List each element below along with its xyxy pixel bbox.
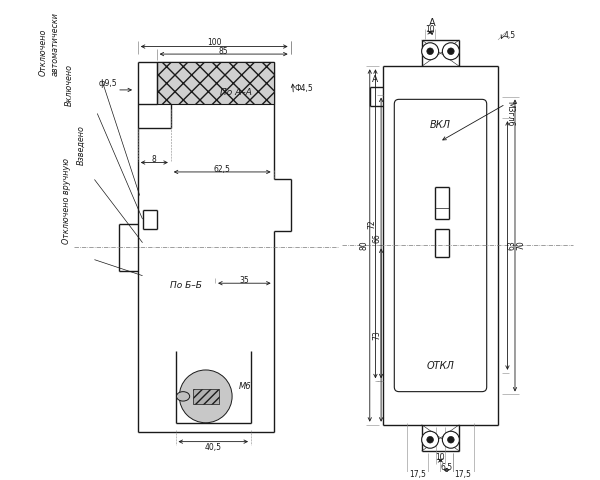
Text: 8: 8 — [152, 155, 157, 164]
Text: 35: 35 — [239, 276, 249, 285]
Text: М3гл6: М3гл6 — [505, 101, 514, 126]
Text: ОТКЛ: ОТКЛ — [427, 361, 454, 371]
Text: 85: 85 — [219, 47, 229, 56]
Text: 63: 63 — [508, 240, 517, 251]
Text: ф9,5: ф9,5 — [98, 79, 117, 88]
Text: А: А — [428, 18, 436, 28]
Text: 70: 70 — [516, 240, 525, 251]
Bar — [193, 389, 219, 404]
Text: М6: М6 — [239, 382, 251, 391]
Text: 17,5: 17,5 — [409, 470, 427, 479]
Circle shape — [427, 436, 433, 443]
Ellipse shape — [176, 392, 190, 401]
Text: Взведено: Взведено — [77, 125, 86, 165]
Text: 72: 72 — [367, 219, 376, 228]
Text: Отключено: Отключено — [39, 28, 48, 76]
Bar — [157, 61, 274, 104]
Circle shape — [179, 370, 232, 423]
Text: ВКЛ: ВКЛ — [430, 120, 451, 130]
Circle shape — [448, 48, 454, 55]
Text: 4,5: 4,5 — [503, 31, 516, 40]
Text: 10: 10 — [425, 25, 435, 34]
Circle shape — [442, 431, 460, 448]
Circle shape — [448, 436, 454, 443]
Text: Отключено вручную: Отключено вручную — [62, 157, 71, 244]
Text: 10: 10 — [436, 453, 445, 462]
Text: По А–А: По А–А — [220, 88, 252, 96]
Text: автоматически: автоматически — [50, 12, 59, 76]
Text: Включено: Включено — [64, 64, 73, 106]
Text: 6,5: 6,5 — [440, 463, 452, 471]
Text: Ф4,5: Ф4,5 — [295, 84, 313, 93]
Text: 66: 66 — [373, 233, 382, 243]
Text: 17,5: 17,5 — [455, 470, 472, 479]
Text: 80: 80 — [359, 240, 368, 250]
Text: 40,5: 40,5 — [205, 443, 222, 452]
Circle shape — [422, 43, 439, 60]
Text: 100: 100 — [207, 38, 221, 47]
Text: 62,5: 62,5 — [214, 165, 230, 174]
Circle shape — [442, 43, 460, 60]
Text: По Б–Б: По Б–Б — [170, 281, 202, 290]
FancyBboxPatch shape — [394, 99, 487, 392]
Circle shape — [427, 48, 433, 55]
Text: А: А — [373, 75, 379, 84]
Text: 73: 73 — [373, 330, 382, 340]
Circle shape — [422, 431, 439, 448]
